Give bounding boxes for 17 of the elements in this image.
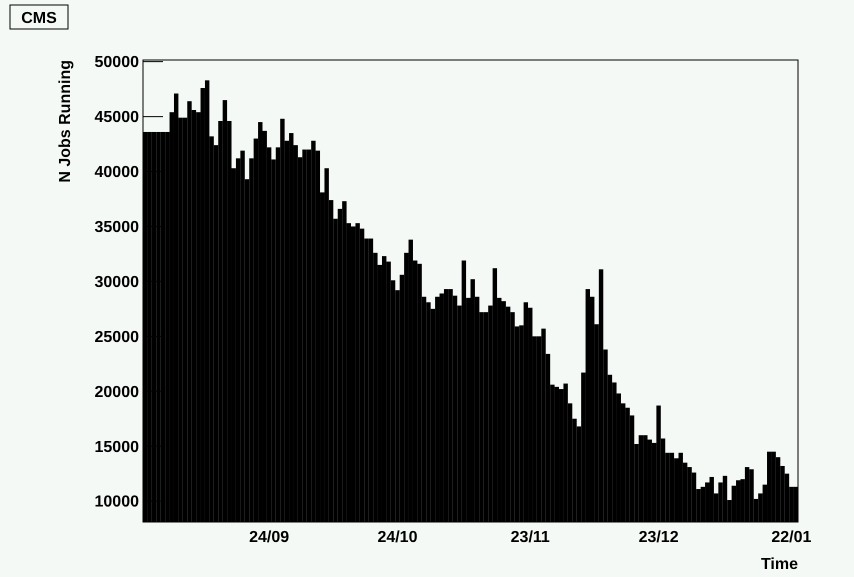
y-tick-label: 50000 bbox=[94, 54, 140, 72]
y-tick-label: 20000 bbox=[94, 384, 140, 401]
x-tick-label: 23/11 bbox=[510, 529, 550, 546]
y-tick-label: 35000 bbox=[94, 219, 140, 236]
y-tick-label: 30000 bbox=[94, 274, 140, 291]
x-axis-title: Time bbox=[760, 556, 798, 573]
y-tick-label: 15000 bbox=[94, 438, 140, 456]
x-tick-label: 24/10 bbox=[377, 529, 418, 546]
chart-title: CMS bbox=[21, 10, 58, 27]
y-tick-label: 40000 bbox=[94, 164, 140, 182]
y-axis-title: N Jobs Running bbox=[57, 60, 74, 183]
x-tick-label: 23/12 bbox=[638, 529, 679, 546]
x-tick-label: 24/09 bbox=[249, 529, 290, 546]
x-tick-label: 22/01 bbox=[771, 529, 812, 546]
y-tick-label: 10000 bbox=[94, 494, 140, 511]
y-tick-label: 45000 bbox=[94, 109, 140, 126]
y-tick-label: 25000 bbox=[94, 328, 140, 346]
